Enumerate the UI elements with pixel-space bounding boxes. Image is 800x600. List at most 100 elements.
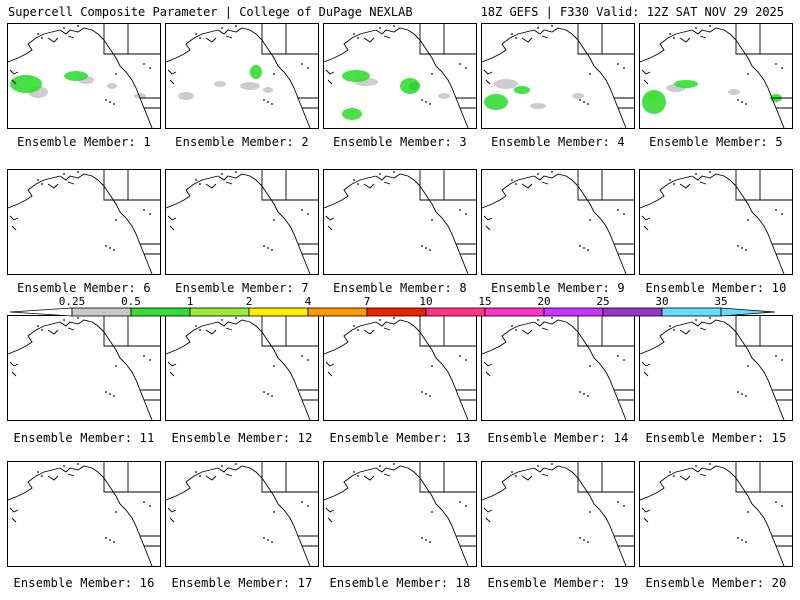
island [425, 539, 427, 541]
coastline [325, 69, 335, 85]
ensemble-member-label: Ensemble Member: 2 [175, 135, 309, 149]
scp-contour [572, 93, 584, 99]
coastline [533, 27, 567, 35]
island [431, 73, 433, 75]
ensemble-map-panel [639, 461, 793, 567]
ensemble-map-panel [165, 169, 319, 275]
island [63, 173, 65, 175]
island [353, 33, 355, 35]
island [143, 63, 145, 65]
colorbar-tick-label: 2 [245, 295, 253, 308]
island [113, 395, 115, 397]
coastline [324, 467, 377, 501]
coastline [691, 319, 725, 327]
coastline [261, 24, 318, 55]
map-canvas [324, 170, 476, 274]
colorbar-tick-label: 4 [304, 295, 312, 308]
island [109, 101, 111, 103]
coastline [375, 173, 409, 181]
island [143, 501, 145, 503]
ensemble-member-label: Ensemble Member: 9 [491, 281, 625, 295]
island [267, 393, 269, 395]
coastline [91, 467, 153, 566]
island [115, 219, 117, 221]
island [673, 183, 675, 185]
colorbar-tick-label: 10 [419, 295, 433, 308]
map-canvas [324, 462, 476, 566]
island [357, 37, 359, 39]
island [105, 537, 107, 539]
ensemble-map-panel [481, 461, 635, 567]
ensemble-member-label: Ensemble Member: 1 [17, 135, 151, 149]
coastline [298, 535, 318, 547]
island [465, 67, 467, 69]
coastline [735, 170, 792, 201]
ensemble-map-panel [7, 23, 161, 129]
island [617, 209, 619, 211]
island [353, 471, 355, 473]
colorbar-tick-label: 30 [655, 295, 669, 308]
coastline [640, 29, 693, 63]
ensemble-member-label: Ensemble Member: 19 [487, 576, 629, 590]
island [695, 27, 697, 29]
island [105, 99, 107, 101]
coastline [324, 175, 377, 209]
island [537, 319, 539, 321]
island [41, 37, 43, 39]
coastline [521, 181, 549, 189]
island [745, 103, 747, 105]
island [221, 27, 223, 29]
island [745, 541, 747, 543]
coastline [363, 473, 391, 481]
coastline [577, 316, 634, 347]
scp-contour [214, 81, 226, 87]
coastline [59, 173, 93, 181]
island [37, 33, 39, 35]
coastline [483, 507, 493, 523]
coastline [691, 27, 725, 35]
colorbar-bin [71, 307, 132, 317]
coastline [325, 215, 335, 231]
island [551, 25, 553, 27]
coastline [47, 327, 75, 335]
island [537, 173, 539, 175]
coastline [59, 319, 93, 327]
coastline [691, 465, 725, 473]
coastline [577, 170, 634, 201]
coastline [419, 316, 476, 347]
map-canvas [482, 24, 634, 128]
map-canvas [482, 316, 634, 420]
coastline [298, 97, 318, 109]
island [781, 67, 783, 69]
coastline [577, 24, 634, 55]
scp-contour [514, 86, 530, 94]
coastline [217, 465, 251, 473]
island [459, 63, 461, 65]
coastline [483, 361, 493, 377]
island [267, 247, 269, 249]
island [271, 395, 273, 397]
coastline [363, 35, 391, 43]
island [511, 179, 513, 181]
colorbar-tick-label: 0.5 [121, 295, 141, 308]
scp-contour [642, 90, 666, 114]
coastline [103, 462, 160, 493]
scp-contour [342, 70, 370, 82]
coastline [565, 321, 627, 420]
island [113, 541, 115, 543]
scp-contour [674, 80, 698, 88]
coastline [456, 97, 476, 109]
island [747, 73, 749, 75]
island [271, 541, 273, 543]
island [515, 329, 517, 331]
coastline [166, 467, 219, 501]
coastline [249, 175, 311, 274]
ensemble-map-panel [639, 23, 793, 129]
island [747, 219, 749, 221]
coastline [521, 473, 549, 481]
island [267, 539, 269, 541]
island [77, 171, 79, 173]
colorbar-bin [248, 307, 309, 317]
coastline [735, 462, 792, 493]
scp-contour [263, 87, 273, 93]
